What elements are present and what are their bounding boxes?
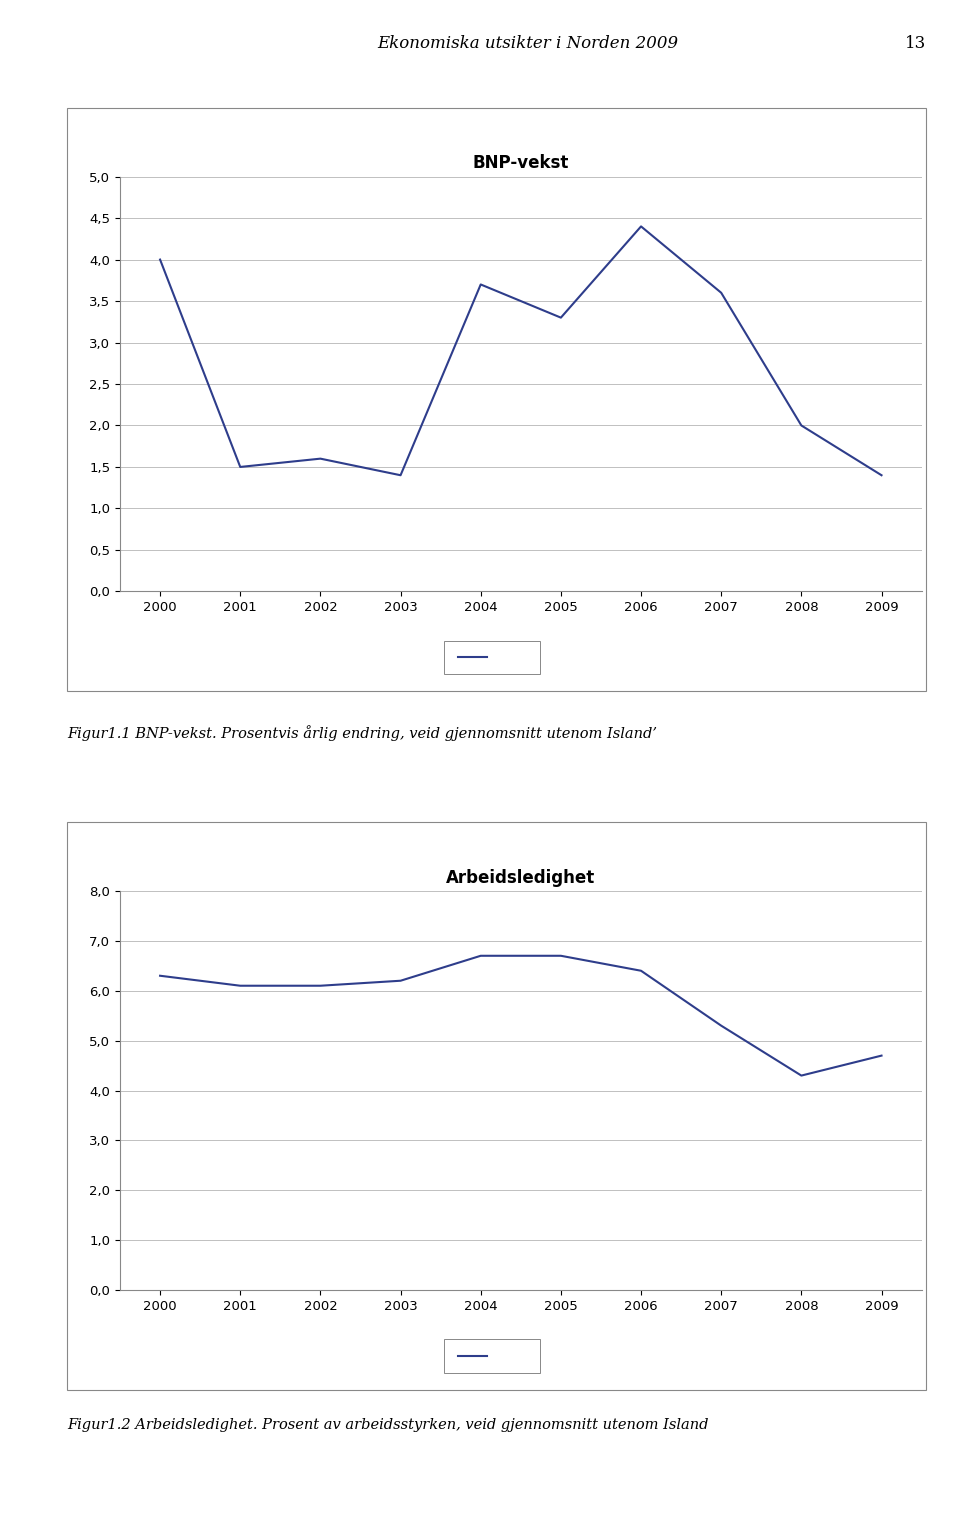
Text: Norden: Norden xyxy=(492,651,540,664)
Text: Figur1.2 Arbeidsledighet. Prosent av arbeidsstyrken, veid gjennomsnitt utenom Is: Figur1.2 Arbeidsledighet. Prosent av arb… xyxy=(67,1418,708,1432)
Text: 13: 13 xyxy=(905,34,926,52)
Text: Ekonomiska utsikter i Norden 2009: Ekonomiska utsikter i Norden 2009 xyxy=(377,34,679,52)
Title: BNP-vekst: BNP-vekst xyxy=(472,154,569,172)
Text: Figur1.1 BNP-vekst. Prosentvis årlig endring, veid gjennomsnitt utenom Island’: Figur1.1 BNP-vekst. Prosentvis årlig end… xyxy=(67,725,658,740)
Title: Arbeidsledighet: Arbeidsledighet xyxy=(446,868,595,886)
Text: Norden: Norden xyxy=(492,1350,540,1362)
